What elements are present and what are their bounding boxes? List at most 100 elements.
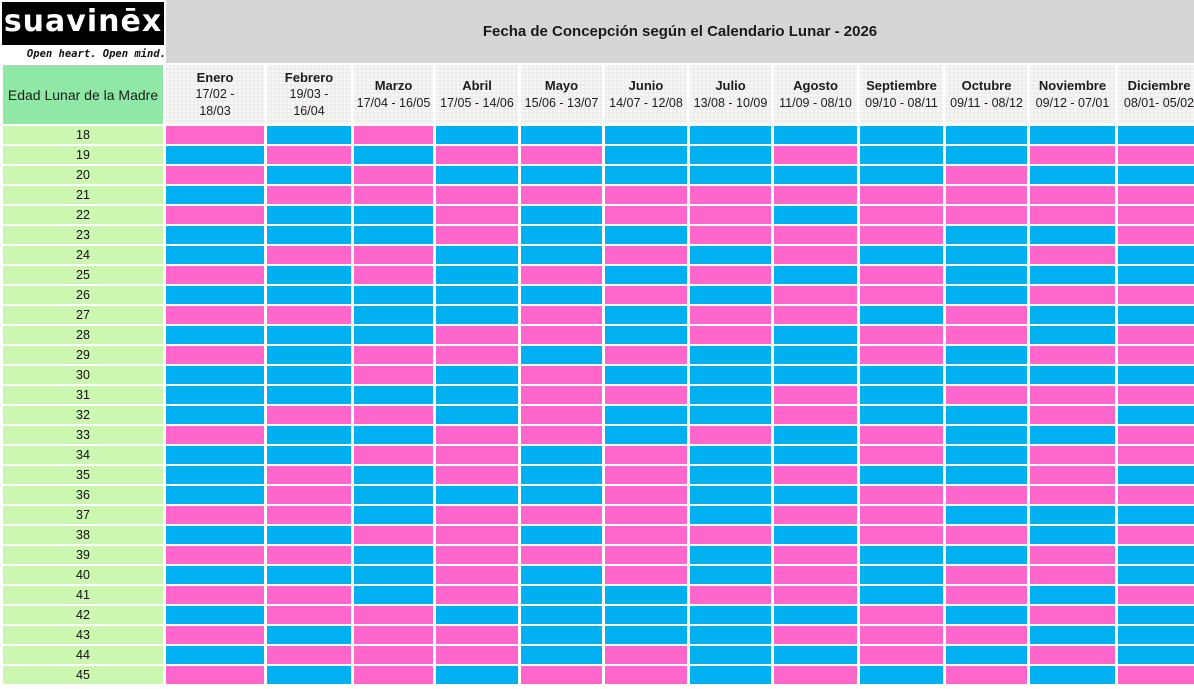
age-label-28: 28 <box>3 326 163 344</box>
cell-20-agosto <box>774 166 857 184</box>
cell-39-septiembre <box>860 546 943 564</box>
cell-18-enero <box>166 126 264 144</box>
cell-21-octubre <box>946 186 1027 204</box>
cell-18-junio <box>605 126 687 144</box>
cell-20-febrero <box>267 166 351 184</box>
cell-45-agosto <box>774 666 857 684</box>
cell-44-febrero <box>267 646 351 664</box>
cell-38-abril <box>436 526 518 544</box>
table-row-age-21: 21 <box>3 186 1194 204</box>
cell-37-abril <box>436 506 518 524</box>
table-row-age-42: 42 <box>3 606 1194 624</box>
cell-41-junio <box>605 586 687 604</box>
cell-26-noviembre <box>1030 286 1115 304</box>
cell-40-enero <box>166 566 264 584</box>
age-label-22: 22 <box>3 206 163 224</box>
cell-18-noviembre <box>1030 126 1115 144</box>
cell-43-julio <box>690 626 771 644</box>
cell-27-agosto <box>774 306 857 324</box>
cell-29-enero <box>166 346 264 364</box>
month-header-junio: Junio 14/07 - 12/08 <box>605 65 687 124</box>
cell-34-diciembre <box>1118 446 1194 464</box>
cell-33-diciembre <box>1118 426 1194 444</box>
age-label-42: 42 <box>3 606 163 624</box>
cell-29-julio <box>690 346 771 364</box>
month-name: Abril <box>462 78 492 94</box>
cell-30-abril <box>436 366 518 384</box>
cell-37-noviembre <box>1030 506 1115 524</box>
page-title: Fecha de Concepción según el Calendario … <box>482 23 878 40</box>
cell-45-septiembre <box>860 666 943 684</box>
cell-23-abril <box>436 226 518 244</box>
table-row-age-37: 37 <box>3 506 1194 524</box>
brand-tagline: Open heart. Open mind. <box>26 48 166 60</box>
cell-36-abril <box>436 486 518 504</box>
cell-21-junio <box>605 186 687 204</box>
cell-38-septiembre <box>860 526 943 544</box>
month-date-range: 19/03 - 16/04 <box>289 87 329 119</box>
cell-30-febrero <box>267 366 351 384</box>
cell-44-octubre <box>946 646 1027 664</box>
cell-38-junio <box>605 526 687 544</box>
table-row-age-22: 22 <box>3 206 1194 224</box>
cell-24-noviembre <box>1030 246 1115 264</box>
cell-24-marzo <box>354 246 433 264</box>
month-header-octubre: Octubre 09/11 - 08/12 <box>946 65 1027 124</box>
cell-25-febrero <box>267 266 351 284</box>
cell-28-agosto <box>774 326 857 344</box>
cell-19-diciembre <box>1118 146 1194 164</box>
table-row-age-41: 41 <box>3 586 1194 604</box>
cell-36-marzo <box>354 486 433 504</box>
cell-43-diciembre <box>1118 626 1194 644</box>
cell-18-febrero <box>267 126 351 144</box>
cell-29-octubre <box>946 346 1027 364</box>
cell-41-septiembre <box>860 586 943 604</box>
cell-22-enero <box>166 206 264 224</box>
cell-30-enero <box>166 366 264 384</box>
cell-39-abril <box>436 546 518 564</box>
cell-44-abril <box>436 646 518 664</box>
cell-31-marzo <box>354 386 433 404</box>
month-date-range: 08/01- 05/02 <box>1123 95 1194 110</box>
cell-19-agosto <box>774 146 857 164</box>
cell-42-junio <box>605 606 687 624</box>
table-row-age-30: 30 <box>3 366 1194 384</box>
cell-39-febrero <box>267 546 351 564</box>
month-date-range: 17/05 - 14/06 <box>440 95 514 110</box>
cell-18-octubre <box>946 126 1027 144</box>
month-date-range: 09/11 - 08/12 <box>950 95 1023 110</box>
cell-26-mayo <box>521 286 602 304</box>
cell-32-junio <box>605 406 687 424</box>
cell-39-marzo <box>354 546 433 564</box>
cell-30-noviembre <box>1030 366 1115 384</box>
cell-29-junio <box>605 346 687 364</box>
cell-21-enero <box>166 186 264 204</box>
cell-23-noviembre <box>1030 226 1115 244</box>
cell-34-enero <box>166 446 264 464</box>
age-label-27: 27 <box>3 306 163 324</box>
cell-37-julio <box>690 506 771 524</box>
cell-27-octubre <box>946 306 1027 324</box>
age-label-43: 43 <box>3 626 163 644</box>
month-name: Agosto <box>793 78 838 94</box>
month-header-agosto: Agosto 11/09 - 08/10 <box>774 65 857 124</box>
month-header-enero: Enero 17/02 - 18/03 <box>166 65 264 124</box>
cell-41-julio <box>690 586 771 604</box>
cell-38-enero <box>166 526 264 544</box>
cell-39-junio <box>605 546 687 564</box>
age-label-24: 24 <box>3 246 163 264</box>
cell-32-mayo <box>521 406 602 424</box>
cell-25-septiembre <box>860 266 943 284</box>
cell-29-noviembre <box>1030 346 1115 364</box>
cell-35-febrero <box>267 466 351 484</box>
cell-19-junio <box>605 146 687 164</box>
cell-45-febrero <box>267 666 351 684</box>
cell-31-noviembre <box>1030 386 1115 404</box>
cell-20-diciembre <box>1118 166 1194 184</box>
cell-37-marzo <box>354 506 433 524</box>
cell-32-agosto <box>774 406 857 424</box>
cell-38-marzo <box>354 526 433 544</box>
cell-42-noviembre <box>1030 606 1115 624</box>
cell-28-septiembre <box>860 326 943 344</box>
cell-43-mayo <box>521 626 602 644</box>
